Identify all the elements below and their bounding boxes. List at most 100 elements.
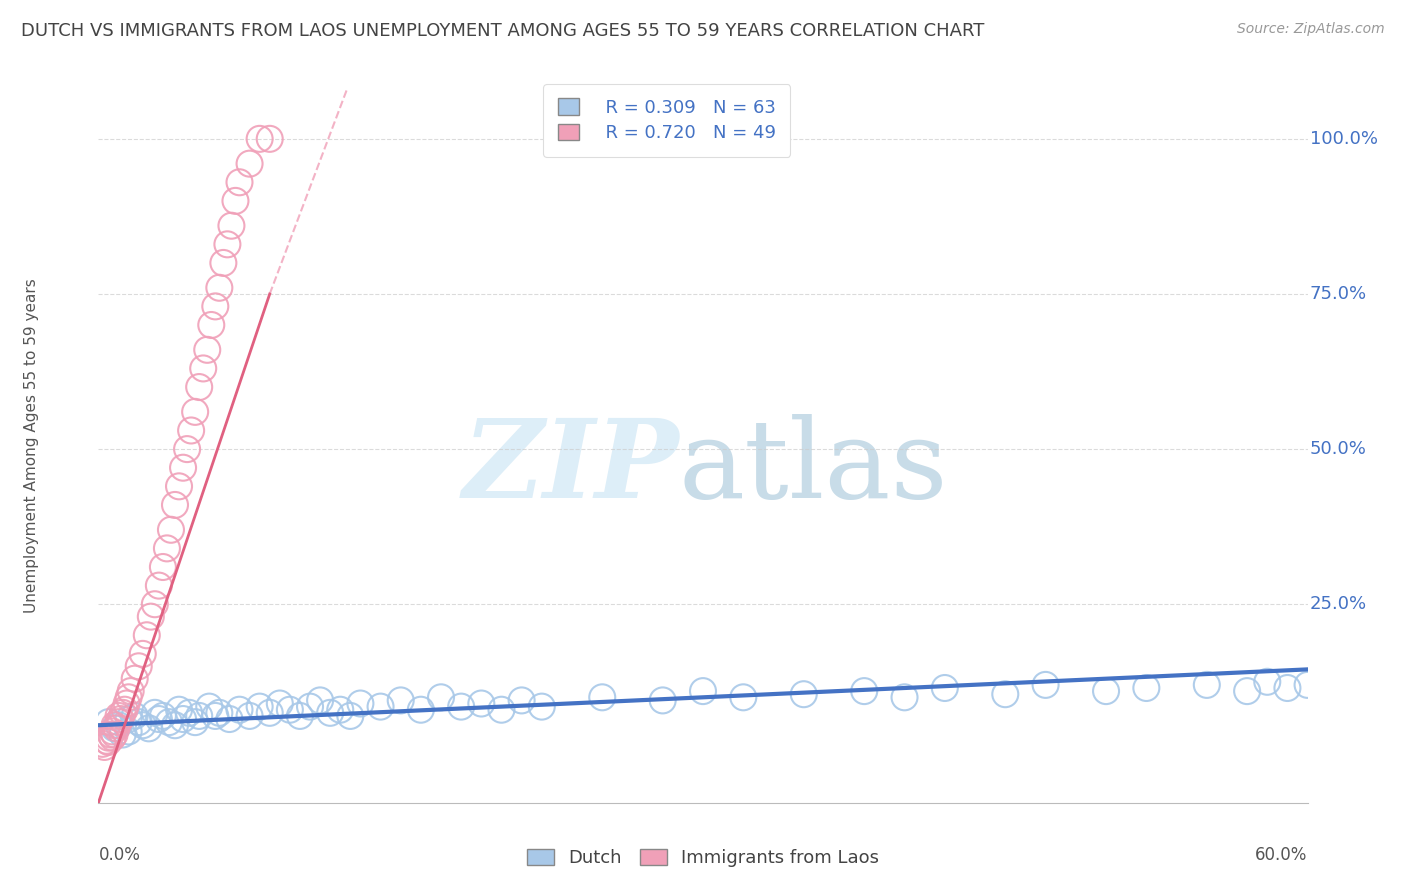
Point — [184, 405, 207, 419]
Legend:   R = 0.309   N = 63,   R = 0.720   N = 49: R = 0.309 N = 63, R = 0.720 N = 49 — [543, 84, 790, 157]
Point — [853, 684, 876, 698]
Point — [249, 699, 271, 714]
Point — [167, 703, 190, 717]
Point — [278, 703, 301, 717]
Point — [163, 498, 186, 512]
Point — [198, 699, 221, 714]
Point — [319, 706, 342, 720]
Point — [208, 281, 231, 295]
Text: Unemployment Among Ages 55 to 59 years: Unemployment Among Ages 55 to 59 years — [24, 278, 39, 614]
Point — [107, 709, 129, 723]
Point — [224, 194, 246, 208]
Text: atlas: atlas — [679, 414, 949, 521]
Point — [470, 697, 492, 711]
Text: 60.0%: 60.0% — [1256, 846, 1308, 863]
Point — [934, 681, 956, 695]
Point — [97, 735, 120, 749]
Point — [409, 703, 432, 717]
Point — [239, 156, 262, 170]
Point — [1236, 684, 1258, 698]
Point — [1095, 684, 1118, 698]
Point — [288, 709, 311, 723]
Point — [157, 715, 180, 730]
Point — [91, 737, 114, 751]
Point — [135, 628, 157, 642]
Point — [217, 237, 239, 252]
Point — [329, 703, 352, 717]
Point — [530, 699, 553, 714]
Point — [188, 380, 211, 394]
Point — [430, 690, 453, 705]
Point — [179, 706, 201, 720]
Text: 75.0%: 75.0% — [1310, 285, 1367, 303]
Point — [1195, 678, 1218, 692]
Point — [124, 672, 146, 686]
Point — [259, 706, 281, 720]
Point — [299, 699, 322, 714]
Point — [124, 709, 146, 723]
Point — [115, 697, 138, 711]
Point — [107, 718, 129, 732]
Point — [118, 690, 141, 705]
Point — [138, 722, 160, 736]
Point — [510, 693, 533, 707]
Point — [114, 703, 136, 717]
Point — [200, 318, 222, 332]
Point — [105, 722, 128, 736]
Point — [212, 256, 235, 270]
Text: ZIP: ZIP — [463, 414, 679, 521]
Point — [172, 460, 194, 475]
Point — [163, 718, 186, 732]
Point — [1296, 678, 1319, 692]
Point — [152, 560, 174, 574]
Point — [152, 709, 174, 723]
Point — [93, 739, 115, 754]
Point — [111, 706, 134, 720]
Point — [228, 175, 250, 189]
Point — [591, 690, 613, 705]
Text: 25.0%: 25.0% — [1310, 595, 1367, 613]
Point — [221, 219, 243, 233]
Point — [491, 703, 513, 717]
Point — [128, 715, 150, 730]
Point — [188, 709, 211, 723]
Point — [893, 690, 915, 705]
Point — [160, 523, 183, 537]
Point — [132, 718, 155, 732]
Point — [309, 693, 332, 707]
Point — [96, 733, 118, 747]
Point — [389, 693, 412, 707]
Point — [118, 724, 141, 739]
Point — [259, 132, 281, 146]
Point — [1135, 681, 1157, 695]
Point — [132, 647, 155, 661]
Point — [176, 442, 198, 456]
Point — [167, 479, 190, 493]
Point — [218, 712, 240, 726]
Text: DUTCH VS IMMIGRANTS FROM LAOS UNEMPLOYMENT AMONG AGES 55 TO 59 YEARS CORRELATION: DUTCH VS IMMIGRANTS FROM LAOS UNEMPLOYME… — [21, 22, 984, 40]
Point — [156, 541, 179, 556]
Point — [128, 659, 150, 673]
Point — [1035, 678, 1057, 692]
Point — [148, 712, 170, 726]
Point — [97, 715, 120, 730]
Point — [204, 299, 226, 313]
Point — [148, 579, 170, 593]
Text: 0.0%: 0.0% — [98, 846, 141, 863]
Point — [370, 699, 392, 714]
Point — [450, 699, 472, 714]
Point — [101, 724, 124, 739]
Point — [120, 684, 142, 698]
Point — [143, 597, 166, 611]
Point — [139, 609, 162, 624]
Point — [118, 712, 141, 726]
Point — [180, 424, 202, 438]
Point — [651, 693, 673, 707]
Point — [1256, 674, 1278, 689]
Point — [793, 687, 815, 701]
Point — [208, 706, 231, 720]
Point — [103, 722, 125, 736]
Text: 50.0%: 50.0% — [1310, 440, 1367, 458]
Point — [101, 731, 124, 745]
Point — [195, 343, 218, 357]
